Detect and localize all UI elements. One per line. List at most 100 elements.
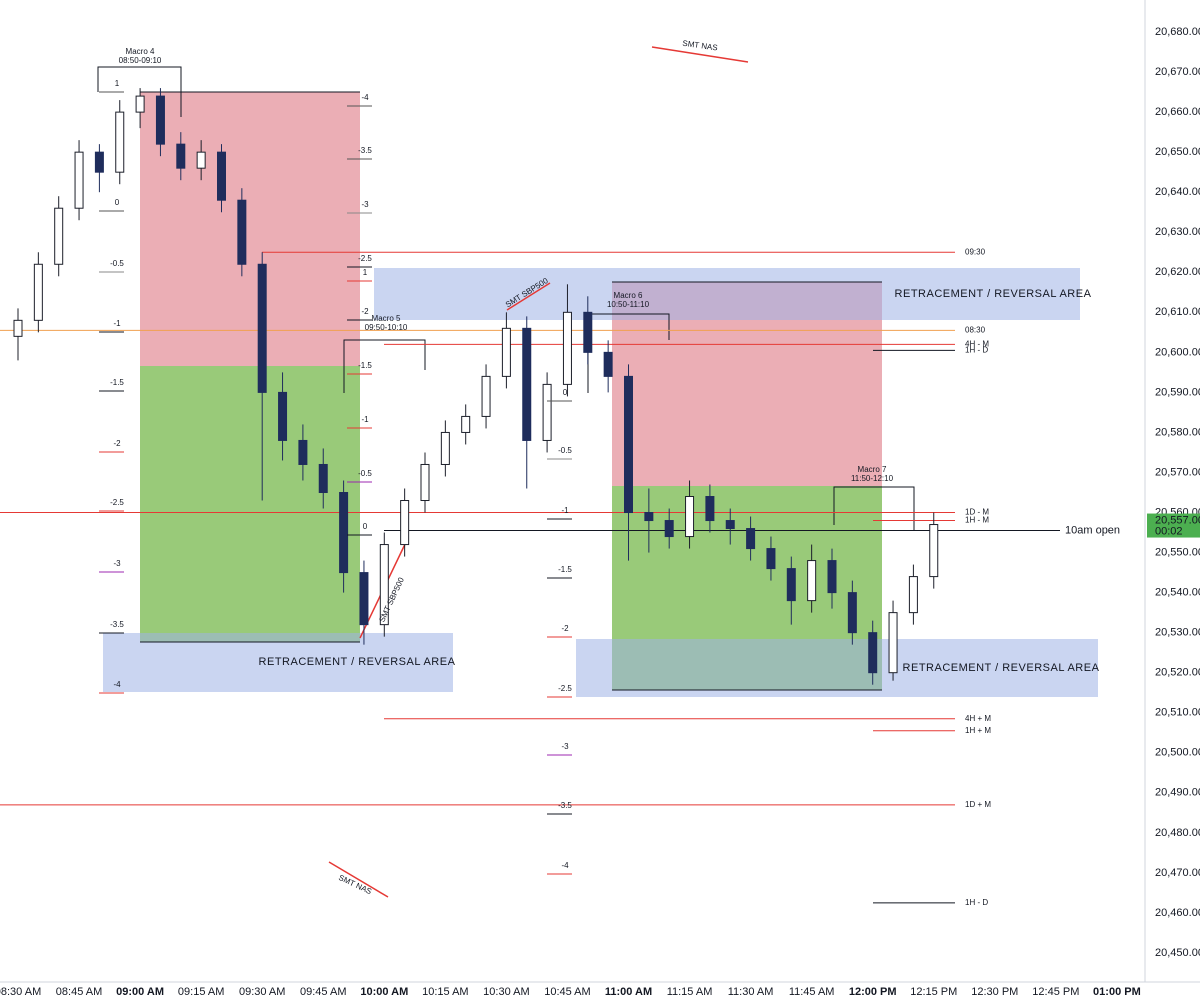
candle-body bbox=[176, 143, 186, 169]
candle-body bbox=[847, 592, 857, 634]
candle-body bbox=[13, 319, 23, 337]
fib-label: -1 bbox=[561, 506, 569, 515]
fib-label: 1 bbox=[115, 79, 120, 88]
area-label: RETRACEMENT / REVERSAL AREA bbox=[903, 662, 1100, 674]
x-tick-label: 09:45 AM bbox=[300, 986, 346, 998]
candle-body bbox=[54, 207, 64, 265]
candle-body bbox=[359, 572, 369, 626]
candle-body bbox=[74, 151, 84, 209]
level-label: 10am open bbox=[1065, 524, 1120, 536]
candle-body bbox=[278, 391, 288, 441]
fib-label: -2.5 bbox=[110, 498, 124, 507]
fib-label: -4 bbox=[561, 861, 569, 870]
x-tick-label: 10:00 AM bbox=[360, 986, 408, 998]
macro-time: 09:50-10:10 bbox=[365, 323, 408, 332]
level-label: 1H - D bbox=[965, 345, 988, 354]
fib-label: -1.5 bbox=[558, 565, 572, 574]
fib-label: -2 bbox=[361, 307, 369, 316]
candle-body bbox=[440, 431, 450, 465]
fib-label: -3 bbox=[361, 200, 369, 209]
candle-body bbox=[217, 151, 226, 201]
x-tick-label: 12:30 PM bbox=[971, 986, 1018, 998]
candle-body bbox=[929, 524, 939, 578]
candle-body bbox=[827, 560, 837, 594]
fib-edges bbox=[140, 91, 882, 691]
y-tick-label: 20,640.00 bbox=[1155, 186, 1200, 198]
area-label: RETRACEMENT / REVERSAL AREA bbox=[259, 656, 456, 668]
candle-body bbox=[786, 568, 796, 602]
zones bbox=[97, 46, 1098, 898]
fib-label: 0 bbox=[563, 388, 568, 397]
candle-body bbox=[155, 95, 165, 145]
candle-body bbox=[33, 263, 43, 321]
candle-body bbox=[603, 351, 613, 377]
fib-label: -3 bbox=[561, 742, 569, 751]
y-tick-label: 20,600.00 bbox=[1155, 346, 1200, 358]
x-tick-label: 08:45 AM bbox=[56, 986, 102, 998]
premium-zone bbox=[140, 92, 360, 366]
fib-label: -2.5 bbox=[558, 684, 572, 693]
candle-body bbox=[908, 576, 918, 614]
level-label: 1H + M bbox=[965, 726, 991, 735]
x-tick-label: 12:45 PM bbox=[1032, 986, 1079, 998]
x-tick-label: 01:00 PM bbox=[1093, 986, 1141, 998]
candle-body bbox=[501, 327, 511, 377]
y-tick-label: 20,500.00 bbox=[1155, 747, 1200, 759]
level-label: 1D - M bbox=[965, 508, 989, 517]
candle-body bbox=[888, 612, 898, 674]
candle-body bbox=[298, 439, 308, 465]
fib-label: -2.5 bbox=[358, 254, 372, 263]
y-tick-label: 20,490.00 bbox=[1155, 787, 1200, 799]
discount-zone bbox=[140, 366, 360, 642]
fib-label: -0.5 bbox=[358, 469, 372, 478]
level-label: 1D + M bbox=[965, 800, 991, 809]
y-tick-label: 20,470.00 bbox=[1155, 867, 1200, 879]
fib-label: -1 bbox=[361, 415, 369, 424]
candle-body bbox=[624, 375, 633, 514]
y-tick-label: 20,650.00 bbox=[1155, 146, 1200, 158]
y-tick-label: 20,620.00 bbox=[1155, 266, 1200, 278]
fib-label: -2 bbox=[561, 624, 569, 633]
smt-label: SMT NAS bbox=[682, 39, 718, 53]
candle-body bbox=[461, 415, 471, 433]
level-label: 4H + M bbox=[965, 714, 991, 723]
fib-label: -3 bbox=[113, 559, 121, 568]
x-tick-label: 12:00 PM bbox=[849, 986, 897, 998]
x-tick-label: 12:15 PM bbox=[910, 986, 957, 998]
y-tick-label: 20,450.00 bbox=[1155, 947, 1200, 959]
y-tick-label: 20,510.00 bbox=[1155, 707, 1200, 719]
y-tick-label: 20,580.00 bbox=[1155, 426, 1200, 438]
candle-body bbox=[94, 151, 104, 173]
area-label: RETRACEMENT / REVERSAL AREA bbox=[895, 288, 1092, 300]
level-label: 1H - D bbox=[965, 898, 988, 907]
candle-body bbox=[664, 520, 674, 538]
fib-label: -1.5 bbox=[110, 378, 124, 387]
candle-body bbox=[115, 111, 125, 173]
fib-label: 0 bbox=[115, 198, 120, 207]
candle-body bbox=[420, 463, 430, 502]
fib-label: -4 bbox=[113, 680, 121, 689]
time-axis bbox=[0, 982, 1200, 999]
macro-brackets bbox=[97, 66, 915, 530]
y-tick-label: 20,530.00 bbox=[1155, 627, 1200, 639]
price-axis bbox=[1145, 0, 1200, 999]
x-tick-label: 11:45 AM bbox=[789, 986, 835, 998]
reversal-area bbox=[576, 639, 1098, 697]
y-tick-label: 20,520.00 bbox=[1155, 667, 1200, 679]
y-tick-label: 20,550.00 bbox=[1155, 546, 1200, 558]
candle-body bbox=[522, 327, 532, 441]
candle-body bbox=[562, 311, 572, 385]
fib-label: -3.5 bbox=[110, 620, 124, 629]
y-tick-label: 20,570.00 bbox=[1155, 466, 1200, 478]
fib-label: -0.5 bbox=[110, 259, 124, 268]
fib-label: -3.5 bbox=[358, 146, 372, 155]
fib-label: -2 bbox=[113, 439, 121, 448]
smt-lines bbox=[328, 46, 749, 898]
x-tick-label: 11:00 AM bbox=[605, 986, 652, 998]
y-tick-label: 20,680.00 bbox=[1155, 26, 1200, 38]
candle-body bbox=[868, 632, 878, 674]
price-tag-timer: 00:02 bbox=[1155, 525, 1183, 537]
candle-body bbox=[725, 520, 735, 530]
reversal-area bbox=[103, 633, 453, 692]
